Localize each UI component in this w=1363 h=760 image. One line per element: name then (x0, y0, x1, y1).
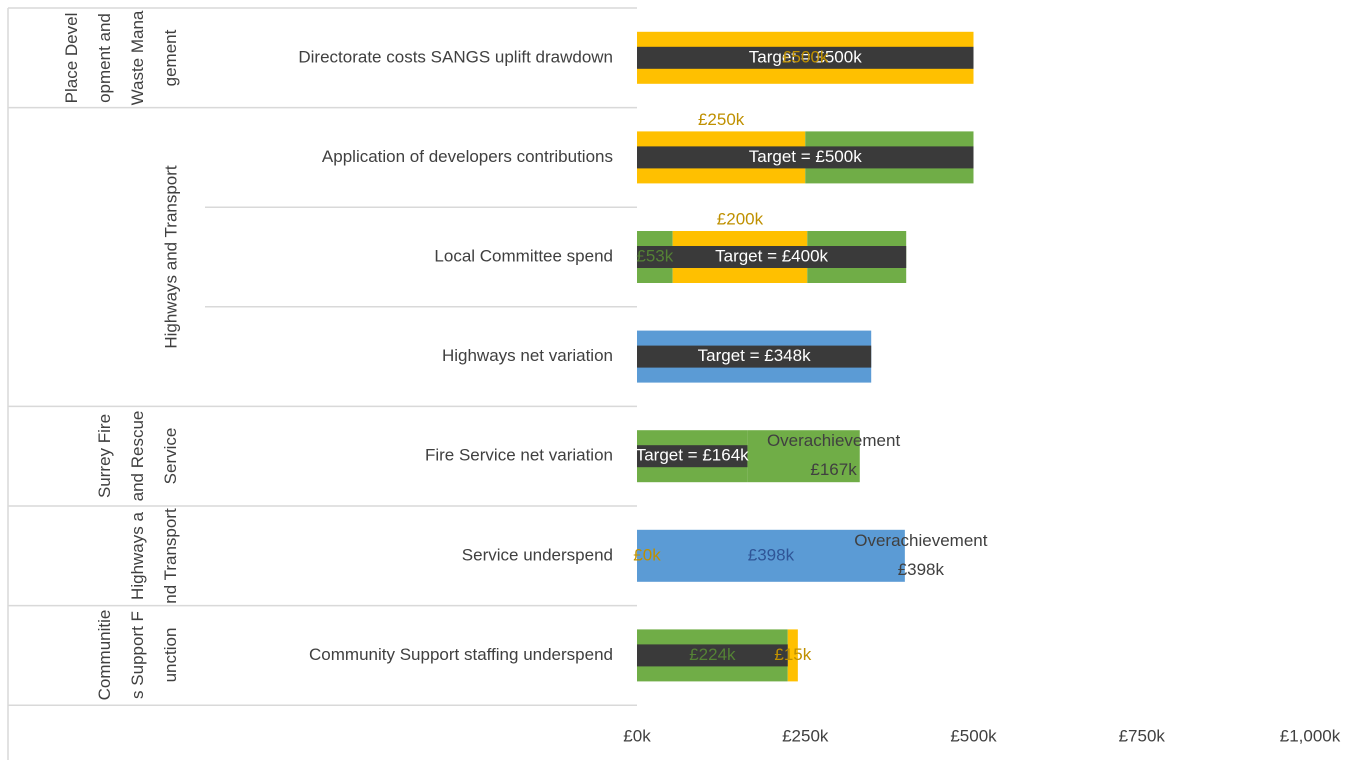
target-label: Target = £500k (749, 47, 862, 66)
category-label: Service underspend (462, 545, 613, 564)
data-label: £53k (636, 246, 673, 265)
data-label: Overachievement £167k (767, 432, 901, 480)
data-label-line: £167k (810, 461, 857, 480)
group-label: Surrey Fire and Rescue Service (94, 410, 180, 502)
bar-segment (637, 529, 905, 582)
group-label: Place Development and Waste Management (61, 10, 180, 106)
target-bar (637, 246, 907, 268)
bar-segment (747, 430, 860, 483)
category-label: Fire Service net variation (425, 446, 613, 465)
target-bar (637, 146, 974, 169)
target-label: Target = £400k (715, 246, 828, 265)
target-bar (637, 345, 872, 368)
target-label: Target = £348k (698, 346, 811, 365)
group-label: Communities Support Function (94, 610, 180, 701)
data-label: £250k (698, 110, 745, 129)
target-label: Target = £164k (636, 446, 749, 465)
x-tick-label: £1,000k (1280, 726, 1341, 745)
target-bar (637, 46, 974, 69)
data-label: £224k (689, 645, 736, 664)
target-bar (637, 445, 748, 468)
data-label: £200k (717, 209, 764, 228)
category-label: Application of developers contributions (322, 147, 613, 166)
data-label: £0k (633, 545, 661, 564)
target-bar (637, 644, 788, 667)
data-label: £15k (774, 645, 811, 664)
data-label-line: Overachievement (767, 432, 901, 451)
target-label: Target = £500k (749, 147, 862, 166)
x-tick-label: £0k (623, 726, 651, 745)
note-label: Overachievement £398k (854, 531, 988, 579)
data-label: £398k (748, 545, 795, 564)
bar-segment (787, 629, 798, 682)
note-line: £398k (898, 560, 945, 579)
x-tick-label: £750k (1119, 726, 1166, 745)
x-tick-label: £500k (950, 726, 997, 745)
category-label: Local Committee spend (434, 246, 613, 265)
x-tick-label: £250k (782, 726, 829, 745)
note-line: Overachievement (854, 531, 988, 550)
category-label: Directorate costs SANGS uplift drawdown (298, 47, 613, 66)
category-label: Community Support staffing underspend (309, 645, 613, 664)
group-label: Highways and Transport (127, 508, 180, 604)
category-label: Highways net variation (442, 346, 613, 365)
group-label: Highways and Transport (161, 165, 181, 349)
data-label: £500k (782, 47, 829, 66)
